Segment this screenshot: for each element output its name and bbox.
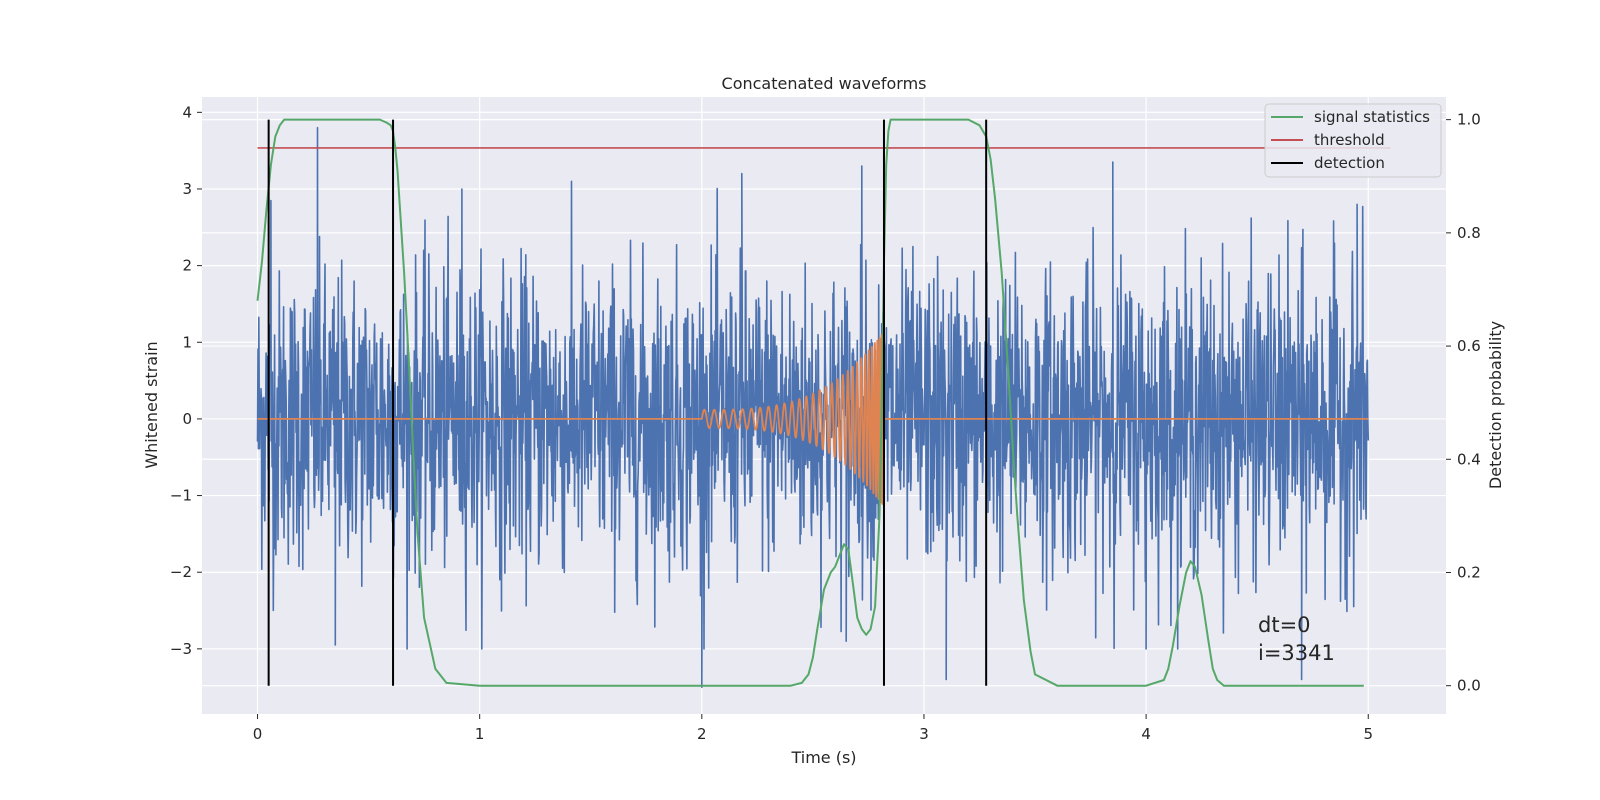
x-tick-label: 1 [475,725,485,743]
x-tick-label: 4 [1141,725,1151,743]
y-tick-label: 0 [182,410,192,428]
y2-tick-label: 0.2 [1457,563,1481,581]
y2-tick-label: 0.4 [1457,450,1481,468]
legend-label-detection: detection [1314,154,1385,172]
y-tick-label: −2 [170,563,192,581]
plot-area [256,118,1391,688]
y2-tick-label: 0.6 [1457,337,1481,355]
ticks: 0 1 2 3 4 5 −3 −2 −1 0 1 2 3 4 0.0 0.2 0.4 0.6 0.8 1.0 [170,103,1481,743]
annotation-i: i=3341 [1258,641,1335,665]
legend-box [1264,103,1442,178]
y2-tick-label: 1.0 [1457,111,1481,129]
x-tick-label: 3 [919,725,929,743]
signal-statistics-line [256,118,1364,687]
chart-title: Concatenated waveforms [722,74,927,93]
y-tick-label: −3 [170,640,192,658]
y-tick-label: 1 [182,333,192,351]
y-axis-label: Whitened strain [142,341,161,468]
annotation-dt: dt=0 [1258,613,1311,637]
legend-label-signal-statistics: signal statistics [1314,108,1430,126]
legend: signal statistics threshold detection [1264,103,1442,178]
x-tick-label: 0 [253,725,263,743]
x-axis-label: Time (s) [790,748,856,767]
y-tick-label: 2 [182,257,192,275]
y-tick-label: 4 [182,103,192,121]
noise-series [256,126,1370,688]
y-tick-label: −1 [170,487,192,505]
y2-tick-label: 0.8 [1457,224,1481,242]
legend-label-threshold: threshold [1314,131,1385,149]
y2-axis-label: Detection probability [1486,321,1505,489]
x-tick-label: 5 [1363,725,1373,743]
y2-tick-label: 0.0 [1457,677,1481,695]
chirp-series [257,331,1369,505]
y-tick-label: 3 [182,180,192,198]
x-tick-label: 2 [697,725,707,743]
